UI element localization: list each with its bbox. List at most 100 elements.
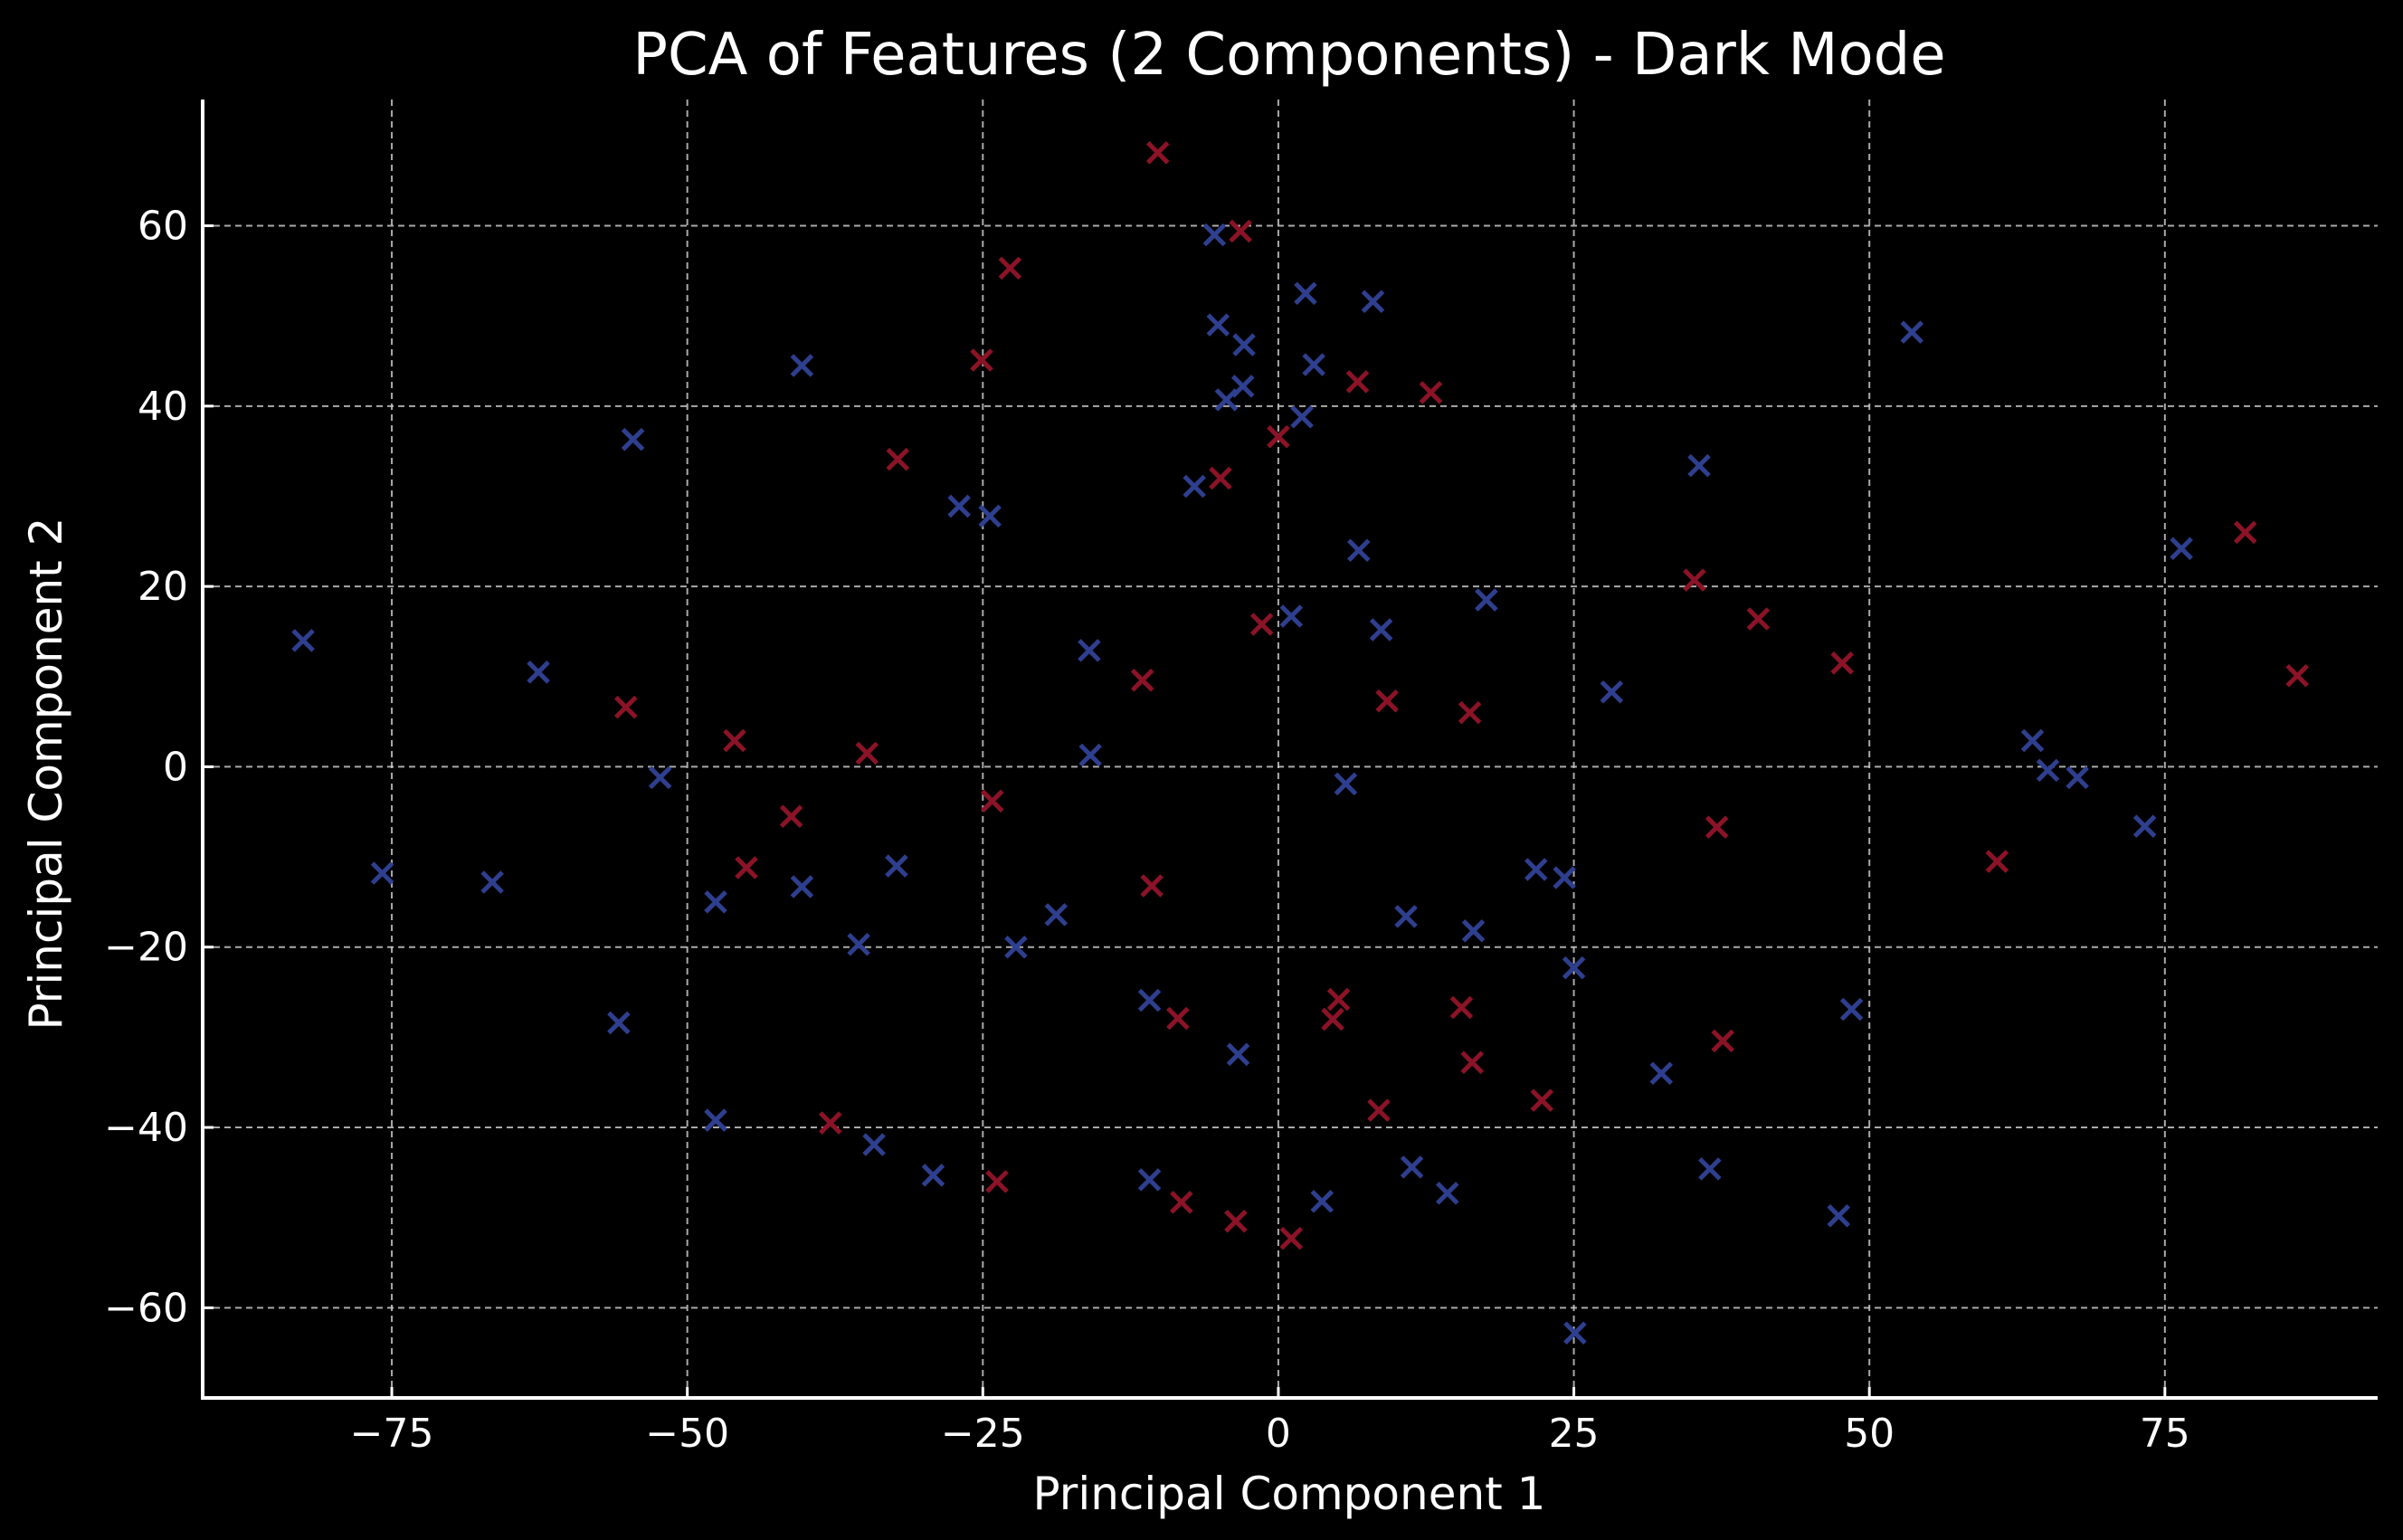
- scatter-point: [985, 1170, 1009, 1193]
- scatter-point: [1183, 474, 1206, 499]
- scatter-point: [980, 789, 1004, 813]
- scatter-point: [847, 932, 870, 956]
- x-tick-label: −25: [941, 1411, 1025, 1457]
- scatter-point: [1249, 613, 1274, 636]
- scatter-point: [1078, 743, 1102, 767]
- axes: [201, 100, 2378, 1400]
- scatter-point: [370, 861, 394, 885]
- scatter-point: [723, 728, 746, 753]
- scatter-point: [947, 494, 971, 518]
- scatter-point: [291, 629, 315, 652]
- scatter-point: [1830, 651, 1854, 675]
- scatter-point: [1524, 858, 1548, 881]
- scatter-point: [2233, 520, 2257, 545]
- scatter-point: [818, 1111, 842, 1135]
- scatter-point: [2020, 728, 2045, 753]
- scatter-point: [1563, 1321, 1587, 1345]
- scatter-point: [1267, 424, 1290, 449]
- scatter-point: [1202, 223, 1227, 247]
- scatter-point: [1170, 1190, 1193, 1214]
- scatter-point: [779, 804, 803, 829]
- scatter-point: [1900, 320, 1923, 344]
- scatter-point: [1229, 219, 1252, 243]
- scatter-point: [1369, 618, 1393, 642]
- scatter-point: [1361, 290, 1385, 313]
- scatter-point: [1334, 772, 1358, 796]
- scatter-point: [1137, 1168, 1162, 1192]
- scatter-point: [1137, 988, 1162, 1012]
- tick-labels: −75 −50 −25 0 25 50 75 −60 −40 −20 0 20 40 60: [104, 204, 2190, 1457]
- scatter-point: [1326, 987, 1351, 1012]
- scatter-point: [1394, 905, 1418, 928]
- scatter-point: [1475, 588, 1498, 612]
- scatter-point: [1460, 1050, 1484, 1075]
- scatter-point: [704, 890, 727, 914]
- scatter-point: [527, 661, 550, 684]
- scatter-point: [1449, 995, 1474, 1020]
- scatter-point: [790, 875, 814, 898]
- x-tick-label: 75: [2140, 1411, 2190, 1457]
- x-tick-label: −75: [350, 1411, 434, 1457]
- scatter-point: [886, 447, 910, 471]
- scatter-point: [1209, 466, 1232, 490]
- scatter-point: [1206, 313, 1230, 337]
- scatter-point: [1302, 353, 1325, 376]
- scatter-point: [921, 1164, 945, 1187]
- scatter-point: [1711, 1029, 1734, 1053]
- scatter-point: [978, 504, 1002, 528]
- scatter-point: [1419, 381, 1443, 404]
- scatter-point: [1687, 453, 1711, 478]
- y-tick-label: −60: [104, 1285, 188, 1331]
- scatter-point: [1985, 850, 2009, 873]
- scatter-point: [1004, 935, 1028, 959]
- x-tick-label: −50: [645, 1411, 729, 1457]
- scatter-point: [1458, 700, 1482, 725]
- scatter-point: [480, 870, 504, 894]
- scatter-point: [1130, 668, 1154, 692]
- scatter-point: [1294, 281, 1317, 306]
- x-tick-label: 25: [1549, 1411, 1600, 1457]
- scatter-point: [1226, 1042, 1250, 1067]
- x-axis-label: Principal Component 1: [1033, 1468, 1546, 1520]
- scatter-point: [1345, 370, 1370, 394]
- scatter-point: [1279, 1226, 1304, 1250]
- y-tick-label: 0: [163, 744, 188, 790]
- scatter-point: [2170, 537, 2193, 561]
- y-tick-label: 20: [138, 564, 188, 610]
- chart-title: PCA of Features (2 Components) - Dark Mo…: [632, 22, 1945, 89]
- scatter-point: [1435, 1182, 1459, 1205]
- scatter-point: [1279, 604, 1304, 628]
- scatter-point: [1321, 1007, 1344, 1031]
- scatter-point: [1347, 538, 1371, 563]
- scatter-point: [1078, 639, 1101, 662]
- scatter-point: [1290, 405, 1314, 429]
- scatter-point: [607, 1011, 631, 1035]
- scatter-point: [1530, 1088, 1554, 1112]
- scatter-point: [1839, 997, 1864, 1022]
- scatter-point: [855, 741, 879, 765]
- scatter-point: [998, 256, 1022, 280]
- scatter-point: [862, 1133, 886, 1156]
- y-tick-label: 60: [138, 204, 188, 250]
- scatter-point: [1553, 866, 1576, 889]
- scatter-point: [1746, 607, 1771, 631]
- scatter-point: [1705, 815, 1729, 839]
- scatter-point: [1562, 955, 1586, 980]
- y-tick-label: 40: [138, 384, 188, 430]
- scatter-point: [1367, 1098, 1391, 1122]
- scatter-point: [1145, 141, 1170, 165]
- scatter-point: [1232, 333, 1256, 356]
- grid: [203, 100, 2378, 1398]
- y-tick-label: −40: [104, 1105, 188, 1151]
- scatter-point: [2285, 664, 2309, 688]
- scatter-point: [1230, 375, 1255, 398]
- scatter-point: [1044, 903, 1069, 927]
- scatter-point: [648, 765, 672, 790]
- scatter-point: [1224, 1209, 1248, 1233]
- scatter-point: [1827, 1203, 1850, 1228]
- y-axis-label: Principal Component 2: [20, 518, 72, 1031]
- scatter-point: [1375, 689, 1399, 713]
- scatter-point: [970, 348, 993, 372]
